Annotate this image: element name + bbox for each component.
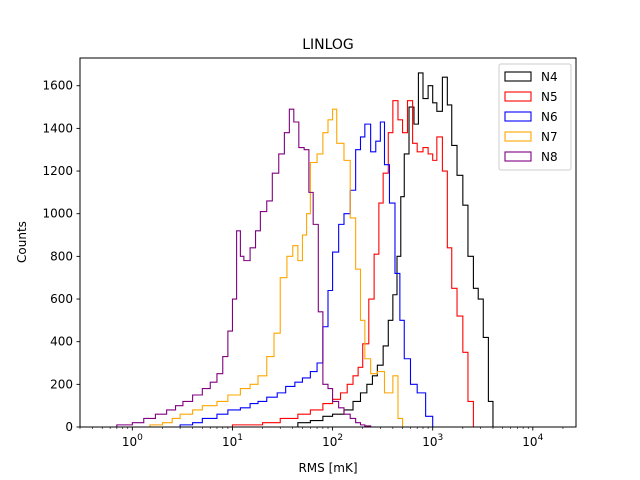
legend-swatch-n7: [504, 131, 532, 142]
legend-swatch-n4: [504, 71, 532, 82]
x-tick-label: 101: [222, 433, 243, 449]
y-tick-label: 1400: [42, 121, 73, 135]
series-line-n5: [192, 100, 474, 427]
y-axis: 0 200 400 600 800 1000 1200 1400 1600: [42, 79, 80, 434]
legend-swatch-n6: [504, 111, 532, 122]
legend-label-n6: N6: [541, 110, 558, 124]
x-tick-label: 104: [522, 433, 543, 449]
y-tick-label: 0: [65, 420, 73, 434]
y-tick-label: 800: [50, 249, 73, 263]
series-layer: [102, 72, 494, 427]
series-line-n8: [102, 108, 372, 427]
legend-label-n7: N7: [541, 130, 558, 144]
y-tick-label: 1200: [42, 164, 73, 178]
legend-box: [498, 63, 572, 171]
legend: N4 N5 N6 N7 N8: [498, 63, 572, 171]
x-tick-label: 103: [422, 433, 443, 449]
legend-swatch-n8: [504, 151, 532, 162]
series-line-n7: [132, 108, 404, 427]
legend-label-n4: N4: [541, 70, 558, 84]
x-axis: 100 101 102 103 104: [79, 427, 564, 449]
x-axis-label: RMS [mK]: [298, 461, 357, 475]
legend-label-n5: N5: [541, 90, 558, 104]
chart-title: LINLOG: [302, 37, 354, 53]
series-line-n4: [280, 72, 494, 427]
y-tick-label: 200: [50, 377, 73, 391]
x-tick-label: 100: [122, 433, 143, 449]
y-tick-label: 400: [50, 335, 73, 349]
series-line-n6: [162, 121, 434, 427]
legend-label-n8: N8: [541, 150, 558, 164]
x-tick-label: 102: [322, 433, 343, 449]
y-tick-label: 600: [50, 292, 73, 306]
y-tick-label: 1000: [42, 207, 73, 221]
y-axis-label: Counts: [15, 221, 29, 263]
y-tick-label: 1600: [42, 79, 73, 93]
legend-swatch-n5: [504, 91, 532, 102]
